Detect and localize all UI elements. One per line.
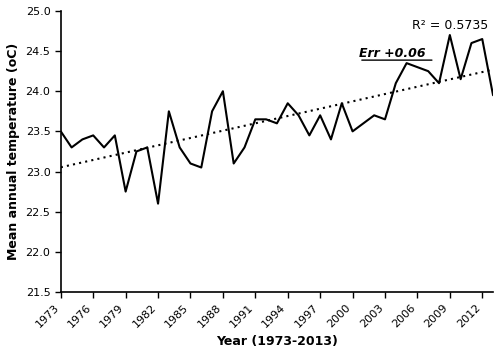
Y-axis label: Mean annual temperature (oC): Mean annual temperature (oC) xyxy=(7,43,20,260)
X-axis label: Year (1973-2013): Year (1973-2013) xyxy=(216,335,338,348)
Text: Err +0.06: Err +0.06 xyxy=(359,48,426,60)
Text: R² = 0.5735: R² = 0.5735 xyxy=(412,20,488,32)
